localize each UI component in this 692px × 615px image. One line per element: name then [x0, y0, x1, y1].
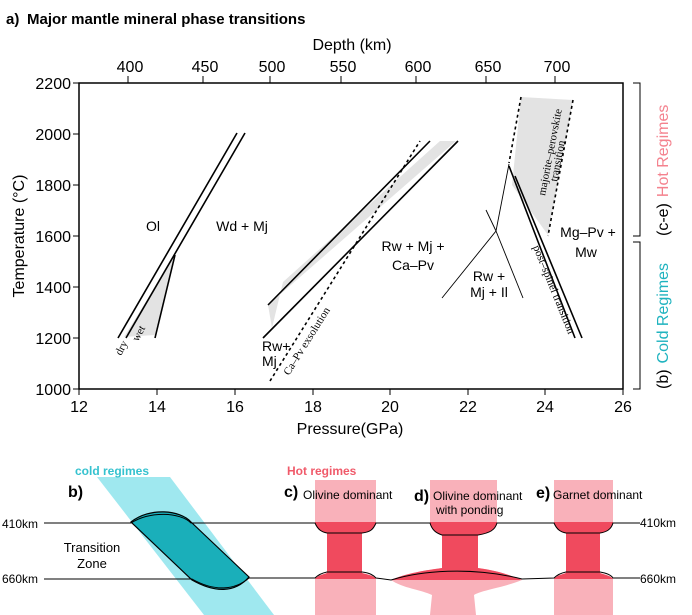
hot-regimes-title: Hot regimes — [287, 464, 357, 478]
post-spinel-label: post–spinel transition — [530, 244, 577, 336]
bottom-tick-labels: 12 14 16 18 20 22 24 26 — [70, 399, 632, 416]
rw-shade — [268, 141, 456, 328]
transition-zone-label-1: Transition — [64, 540, 121, 555]
panel-d-label: d) — [414, 488, 429, 505]
depth-660-right: 660km — [640, 572, 676, 586]
top-tick-label: 550 — [330, 59, 357, 76]
bottom-tick-label: 16 — [226, 399, 244, 416]
post-spinel-line-1 — [508, 165, 576, 339]
left-tick-label: 1200 — [35, 331, 71, 348]
plume-d-tz — [391, 522, 522, 580]
mj-pv-dotted-right — [547, 99, 574, 237]
rw-mj-il-label-1: Rw + — [473, 268, 505, 284]
plume-c-tz — [315, 522, 376, 579]
mgpv-mw-label-1: Mg–Pv + — [560, 224, 616, 240]
capv-exsolution-line — [269, 140, 421, 382]
bottom-tick-label: 14 — [148, 399, 166, 416]
dry-label: dry — [113, 338, 131, 357]
panel-d-text-2: with ponding — [435, 503, 503, 517]
mgpv-mw-label-2: Mw — [575, 244, 598, 260]
bottom-tick-label: 22 — [459, 399, 477, 416]
left-axis-label: Temperature (°C) — [11, 175, 28, 298]
rw-mj-capv-label-1: Rw + Mj + — [381, 238, 444, 254]
left-axis-ticks — [73, 82, 79, 390]
cold-bracket-label: (b) Cold Regimes — [655, 263, 672, 389]
depth-410-right: 410km — [640, 516, 676, 530]
left-tick-label: 1600 — [35, 229, 71, 246]
hot-bracket-tag: (c-e) — [655, 203, 672, 236]
top-tick-label: 700 — [544, 59, 571, 76]
rw-mj-label-1: Rw+ — [262, 338, 290, 354]
bottom-tick-label: 20 — [381, 399, 399, 416]
bottom-tick-label: 18 — [304, 399, 322, 416]
post-spinel-line-2 — [514, 175, 583, 339]
panel-a-label: a) — [6, 11, 19, 28]
hot-bracket-label: (c-e) Hot Regimes — [655, 105, 672, 236]
hot-bracket — [633, 82, 641, 237]
left-tick-label: 2000 — [35, 127, 71, 144]
bottom-tick-label: 26 — [614, 399, 632, 416]
bottom-axis-label: Pressure(GPa) — [297, 421, 404, 438]
left-tick-labels: 1000 1200 1400 1600 1800 2000 2200 — [35, 76, 71, 399]
cold-regimes-text: Cold Regimes — [655, 263, 672, 363]
il-boundary-right — [495, 230, 524, 299]
panel-c-label: c) — [284, 484, 298, 501]
hot-regimes-text: Hot Regimes — [655, 105, 672, 197]
bottom-axis-ticks — [78, 389, 624, 395]
rw-mj-capv-label-2: Ca–Pv — [392, 257, 434, 273]
panel-b-label: b) — [68, 484, 83, 501]
mj-pv-shade — [512, 97, 573, 235]
left-tick-label: 2200 — [35, 76, 71, 93]
mj-pv-dotted-left — [508, 96, 522, 164]
rw-boundary-upper — [267, 140, 431, 306]
cold-regimes-title: cold regimes — [75, 464, 149, 478]
ol-wd-boundary-line — [125, 132, 246, 339]
panel-c-text: Olivine dominant — [303, 488, 393, 502]
panel-d-text-1: Olivine dominant — [433, 489, 523, 503]
top-axis-ticks — [127, 76, 556, 83]
left-tick-label: 1800 — [35, 178, 71, 195]
cold-bracket — [633, 241, 641, 390]
wet-boundary-line — [154, 254, 176, 339]
ol-label: Ol — [146, 218, 160, 234]
top-tick-label: 600 — [405, 59, 432, 76]
rw-boundary-lower — [262, 140, 459, 339]
top-axis-label: Depth (km) — [312, 37, 391, 54]
bottom-tick-label: 12 — [70, 399, 88, 416]
top-tick-label: 400 — [117, 59, 144, 76]
depth-410-left: 410km — [2, 517, 38, 531]
rw-mj-il-label-2: Mj + Il — [470, 284, 508, 300]
plume-e-tz — [554, 522, 613, 579]
top-tick-label: 650 — [475, 59, 502, 76]
discontinuity-410-line — [44, 513, 640, 536]
left-tick-label: 1000 — [35, 382, 71, 399]
discontinuity-660-line — [44, 570, 640, 589]
depth-660-left: 660km — [2, 572, 38, 586]
il-boundary-top — [485, 209, 497, 232]
cold-bracket-tag: (b) — [655, 369, 672, 389]
wd-mj-label: Wd + Mj — [216, 218, 268, 234]
left-tick-label: 1400 — [35, 280, 71, 297]
bottom-tick-label: 24 — [536, 399, 554, 416]
top-tick-label: 450 — [192, 59, 219, 76]
panel-e-label: e) — [536, 485, 550, 502]
panel-e-text: Garnet dominant — [553, 488, 643, 502]
top-tick-labels: 400 450 500 550 600 650 700 — [117, 59, 571, 76]
top-tick-label: 500 — [259, 59, 286, 76]
cold-transition-zone-slab — [130, 511, 250, 590]
dry-boundary-line — [117, 132, 238, 339]
panel-a-title: Major mantle mineral phase transitions — [27, 11, 305, 28]
rw-mj-label-2: Mj — [262, 353, 277, 369]
transition-zone-label-2: Zone — [77, 556, 107, 571]
